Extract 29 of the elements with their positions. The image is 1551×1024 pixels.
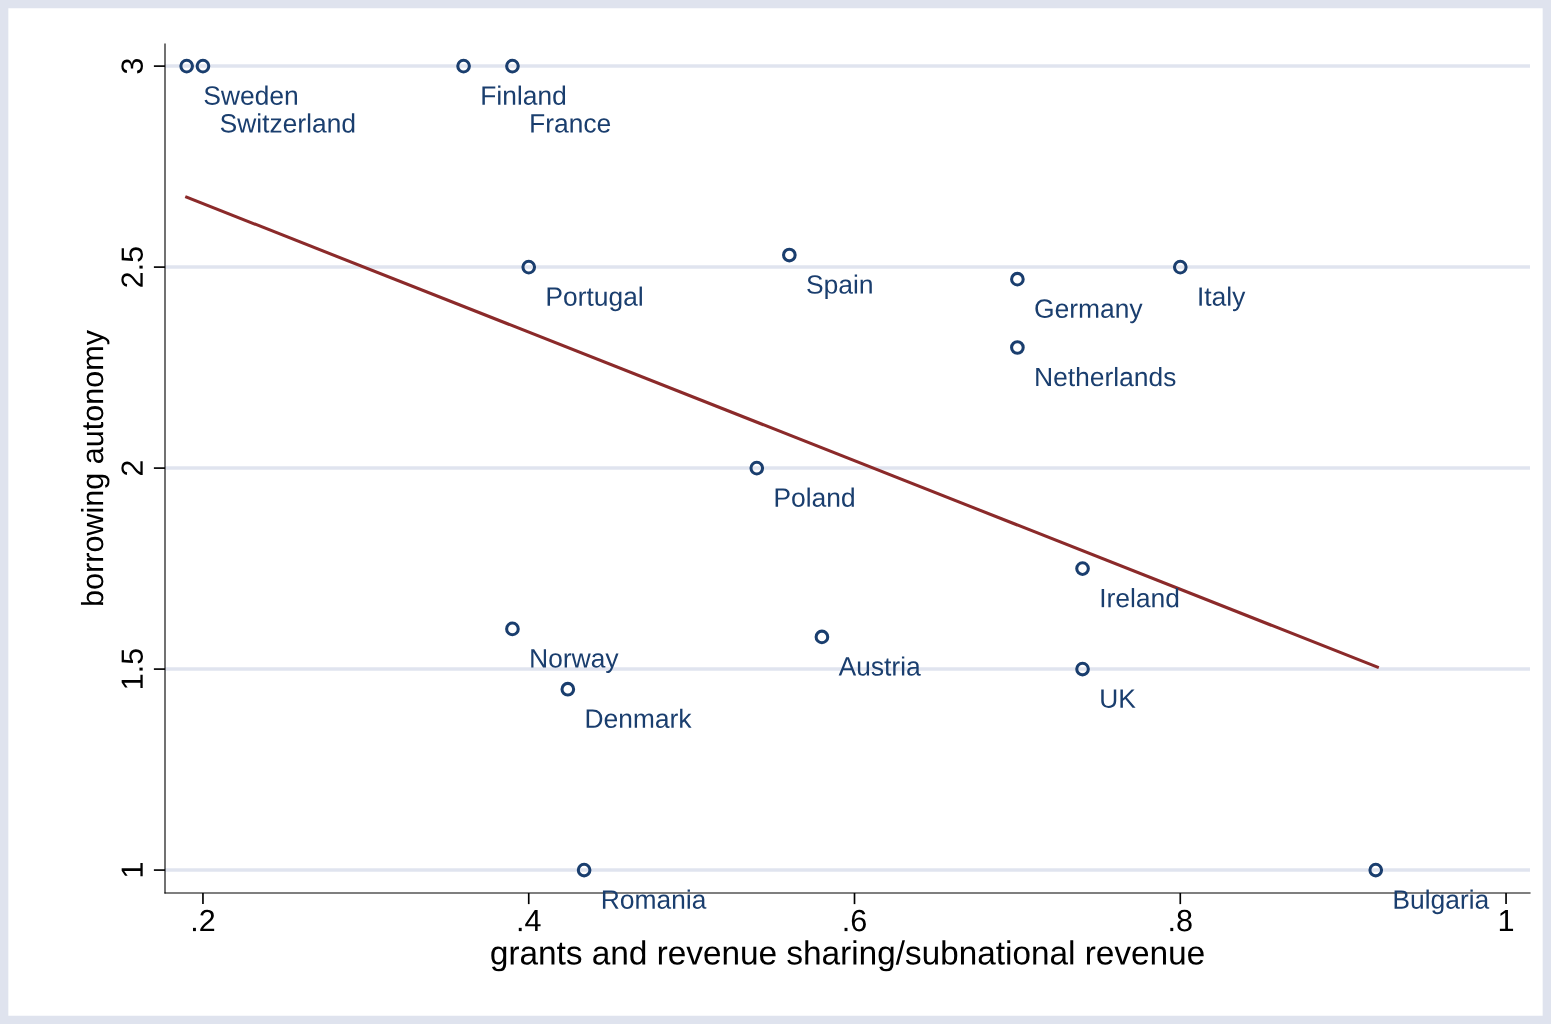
annotation: Germany xyxy=(1035,299,1143,324)
annotation: UK xyxy=(1101,689,1136,708)
x-tick-label: .2 xyxy=(193,909,215,932)
annotation: Netherlands xyxy=(1036,366,1176,387)
x-tick-label: .8 xyxy=(1170,909,1192,932)
x-tick-label: 1 xyxy=(1499,910,1514,932)
annotation: Italy xyxy=(1199,286,1246,312)
x-tick-label: .6 xyxy=(844,909,866,932)
annotation: Sweden xyxy=(204,85,297,105)
annotation: Switzerland xyxy=(220,113,355,133)
y-tick-label: 1.5 xyxy=(121,649,143,688)
y-tick-label: 2 xyxy=(121,461,143,476)
x-tick-label: .4 xyxy=(518,910,541,932)
x-axis-title: grants and revenue sharing/subnational revenue xyxy=(491,940,1204,972)
annotation: Spain xyxy=(807,274,872,300)
annotation: Romania xyxy=(602,889,707,909)
annotation: Bulgaria xyxy=(1394,889,1490,915)
y-tick-label: 1 xyxy=(121,863,143,877)
y-axis-title: borrowing autonomy xyxy=(80,330,110,605)
annotation: Poland xyxy=(775,487,854,507)
y-tick-label: 2.5 xyxy=(121,247,143,287)
annotation: Portugal xyxy=(547,286,642,312)
y-tick-label: 3 xyxy=(121,58,143,74)
annotation: Denmark xyxy=(586,708,692,729)
annotation: Austria xyxy=(838,656,921,676)
annotation: Norway xyxy=(531,649,619,673)
annotation: Ireland xyxy=(1101,588,1179,608)
annotation: France xyxy=(531,114,611,133)
annotation: Finland xyxy=(482,85,566,105)
